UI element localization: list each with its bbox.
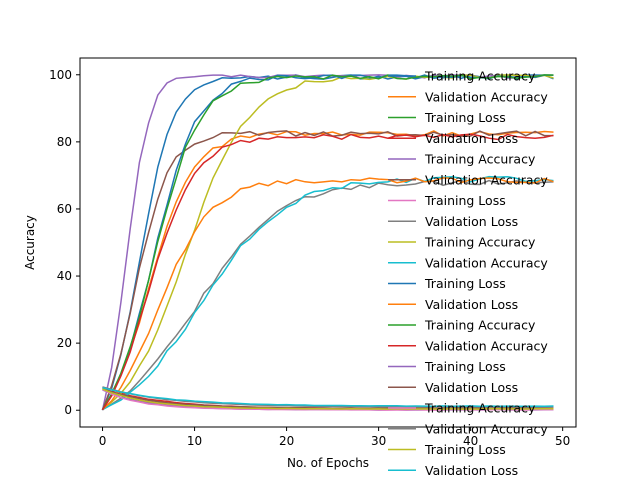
series-line-12 <box>101 177 554 411</box>
x-tick-label: 40 <box>463 434 478 448</box>
x-tick-label: 20 <box>279 434 294 448</box>
series-line-14 <box>101 133 554 411</box>
series-line-19 <box>102 388 554 410</box>
legend-label-2: Validation Accuracy <box>425 89 548 104</box>
series-lines <box>101 74 554 411</box>
legend-label-17: Training Accuracy <box>424 401 536 416</box>
y-tick-label: 60 <box>57 202 72 216</box>
y-tick-label: 100 <box>49 68 72 82</box>
y-tick-label: 0 <box>64 403 72 417</box>
legend-label-19: Training Loss <box>424 442 506 457</box>
series-line-13 <box>101 74 554 410</box>
x-tick-label: 10 <box>187 434 202 448</box>
x-tick-label: 50 <box>555 434 570 448</box>
legend-label-20: Validation Loss <box>425 463 518 478</box>
y-tick-label: 40 <box>57 269 72 283</box>
legend-label-14: Validation Accuracy <box>425 338 548 353</box>
y-axis-label: Accuracy <box>23 215 37 270</box>
legend-label-12: Validation Loss <box>425 297 518 312</box>
legend: Training Accuracy Validation Accuracy Trai… <box>388 69 548 478</box>
series-line-6 <box>101 130 554 411</box>
legend-label-18: Validation Accuracy <box>425 421 548 436</box>
legend-label-16: Validation Loss <box>425 380 518 395</box>
legend-label-3: Training Loss <box>424 110 506 125</box>
series-line-8 <box>102 179 554 411</box>
series-line-10 <box>102 175 554 411</box>
series-line-20 <box>102 386 554 408</box>
axes-frame <box>79 57 577 428</box>
x-tick-label: 30 <box>371 434 386 448</box>
legend-label-5: Training Accuracy <box>424 152 536 167</box>
legend-label-15: Training Loss <box>424 359 506 374</box>
legend-label-9: Training Accuracy <box>424 235 536 250</box>
x-tick-label: 0 <box>99 434 107 448</box>
legend-label-7: Training Loss <box>424 193 506 208</box>
legend-label-13: Training Accuracy <box>424 318 536 333</box>
x-axis-label: No. of Epochs <box>287 456 369 470</box>
legend-label-4: Validation Loss <box>425 131 518 146</box>
legend-label-11: Training Loss <box>424 276 506 291</box>
y-tick-label: 80 <box>57 135 72 149</box>
y-tick-label: 20 <box>57 336 72 350</box>
legend-label-1: Training Accuracy <box>424 69 536 84</box>
axis-ticks: 0 10 20 30 40 50 0 20 40 60 80 100 <box>49 68 570 448</box>
legend-label-8: Validation Loss <box>425 214 518 229</box>
legend-label-6: Validation Accuracy <box>425 172 548 187</box>
legend-label-10: Validation Accuracy <box>425 255 548 270</box>
